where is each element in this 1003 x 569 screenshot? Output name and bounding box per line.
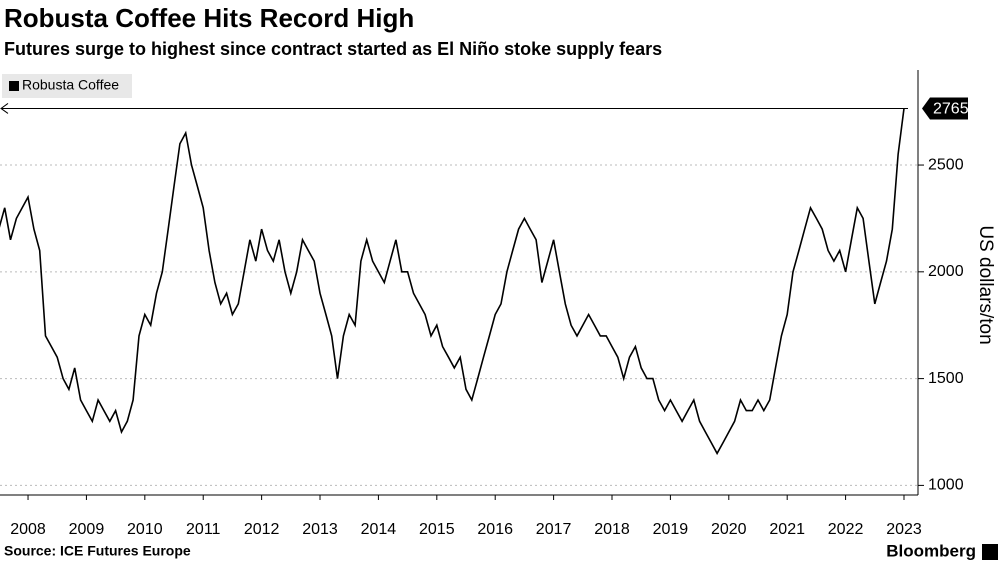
chart-subtitle: Futures surge to highest since contract …	[4, 39, 662, 59]
y-axis-label: US dollars/ton	[975, 225, 996, 344]
x-tick-label: 2015	[419, 521, 455, 538]
x-tick-label: 2016	[477, 521, 513, 538]
y-tick-label: 2500	[928, 156, 964, 173]
x-tick-label: 2018	[594, 521, 630, 538]
legend-swatch	[9, 81, 19, 91]
chart-title: Robusta Coffee Hits Record High	[4, 3, 414, 33]
x-tick-label: 2008	[10, 521, 46, 538]
x-tick-label: 2020	[711, 521, 747, 538]
x-tick-label: 2022	[828, 521, 864, 538]
x-tick-label: 2012	[244, 521, 280, 538]
x-tick-label: 2009	[69, 521, 105, 538]
x-tick-label: 2023	[886, 521, 922, 538]
brand-icon	[982, 544, 998, 560]
y-tick-label: 1000	[928, 477, 964, 494]
annotation-arrow	[0, 103, 9, 114]
x-tick-label: 2014	[361, 521, 397, 538]
annotation-label: 2765	[933, 101, 969, 118]
source: Source: ICE Futures Europe	[4, 543, 191, 559]
legend-label: Robusta Coffee	[22, 77, 119, 93]
x-tick-label: 2010	[127, 521, 163, 538]
x-tick-label: 2017	[536, 521, 572, 538]
x-tick-label: 2011	[186, 521, 221, 538]
annotation-box	[922, 97, 968, 120]
y-tick-label: 2000	[928, 263, 964, 280]
x-tick-label: 2021	[769, 521, 805, 538]
x-tick-label: 2019	[653, 521, 689, 538]
line	[0, 108, 905, 456]
x-tick-label: 2013	[302, 521, 338, 538]
y-tick-label: 1500	[928, 370, 964, 387]
legend-box	[2, 74, 132, 98]
brand: Bloomberg	[886, 541, 976, 560]
